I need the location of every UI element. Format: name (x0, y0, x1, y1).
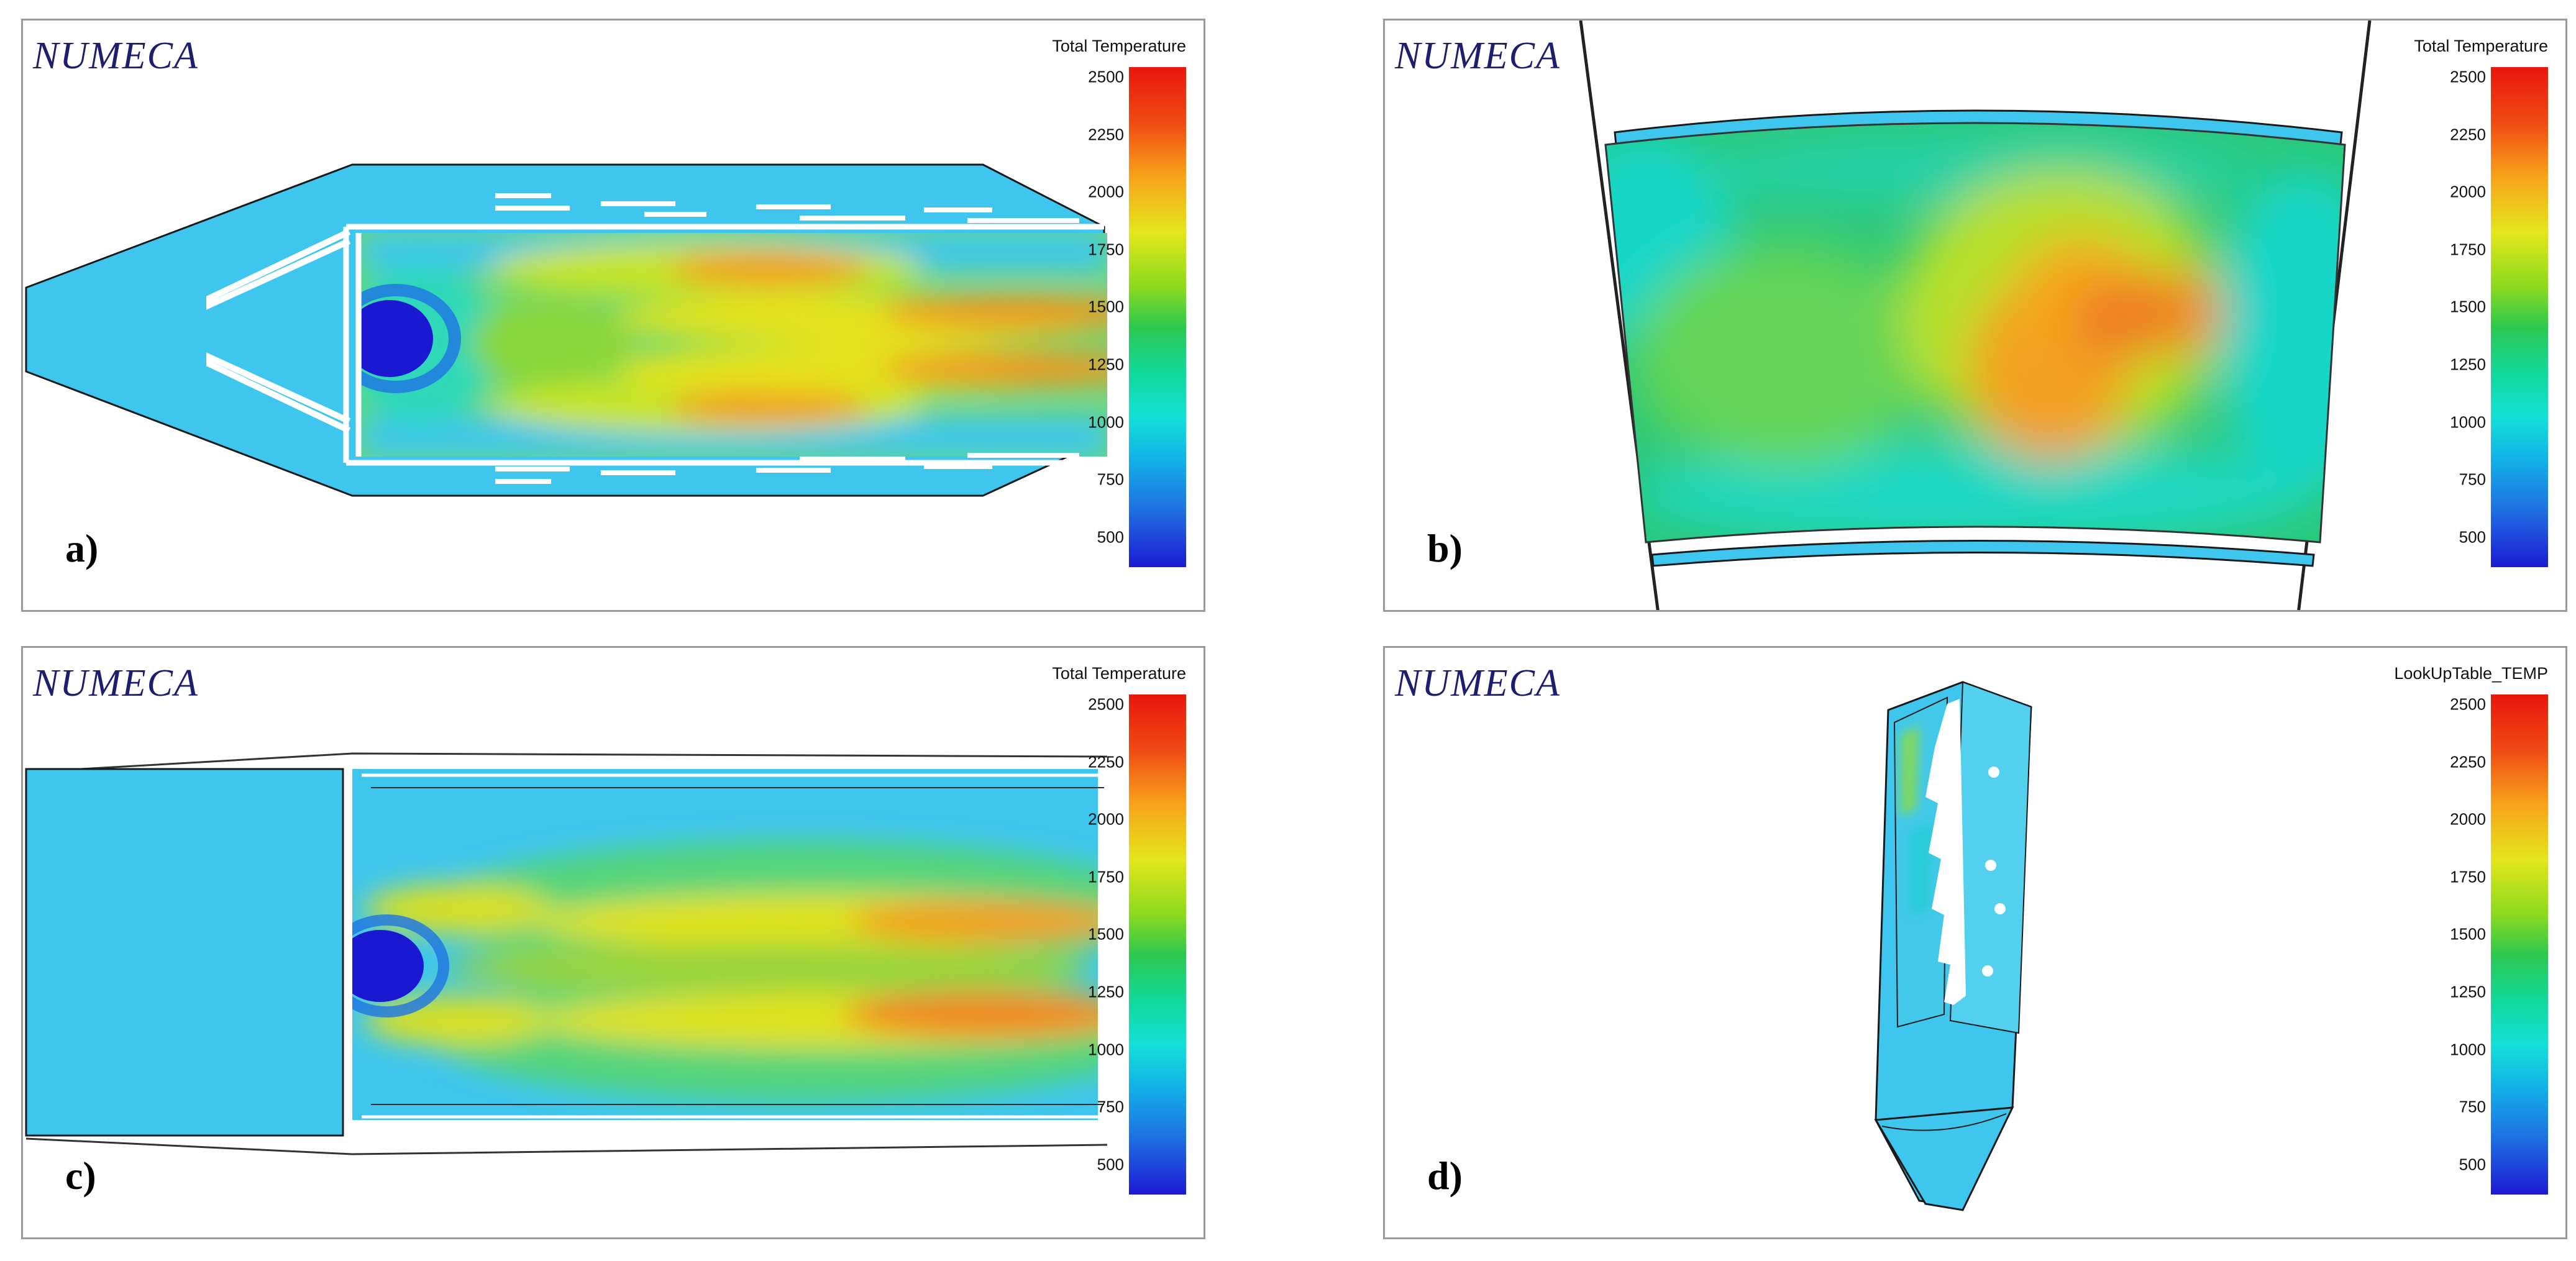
tick-label: 1500 (1088, 297, 1124, 316)
tick-label: 1250 (2450, 355, 2486, 374)
dilution-holes (1982, 767, 2006, 976)
tick-label: 1750 (1088, 867, 1124, 886)
panel-a: NUMECA Total Temperature 2500 2250 2000 … (21, 19, 1205, 612)
liner-walls (346, 763, 1104, 1129)
temperature-field-longitudinal-variant (25, 752, 1108, 1155)
tick-label: 2250 (1088, 125, 1124, 144)
numeca-brand: NUMECA (33, 662, 199, 704)
temperature-colorbar (2491, 67, 2548, 567)
tick-label: 1250 (2450, 982, 2486, 1001)
flame-core (352, 930, 424, 1002)
numeca-brand: NUMECA (1395, 662, 1561, 704)
tick-label: 2500 (2450, 694, 2486, 714)
tick-label: 2500 (1088, 694, 1124, 714)
liner-wall-temperature-3d (1874, 681, 2032, 1211)
colorbar-title: Total Temperature (1052, 664, 1186, 683)
tick-label: 500 (1097, 527, 1124, 547)
colorbar-title: LookUpTable_TEMP (2394, 664, 2548, 683)
tick-label: 1500 (2450, 924, 2486, 944)
tick-label: 750 (2459, 470, 2486, 489)
tick-label: 750 (1097, 470, 1124, 489)
colorbar-ticks: 2500 2250 2000 1750 1500 1250 1000 750 5… (2411, 67, 2486, 567)
slot-strip (1925, 699, 1966, 1005)
tick-label: 1500 (2450, 297, 2486, 316)
colorbar-title: Total Temperature (1052, 37, 1186, 55)
temperature-field-cross-section (1579, 20, 2372, 610)
tick-label: 1250 (1088, 982, 1124, 1001)
tick-label: 500 (1097, 1155, 1124, 1174)
tick-label: 2000 (1088, 809, 1124, 829)
temperature-colorbar (2491, 694, 2548, 1195)
panel-label: d) (1427, 1154, 1463, 1198)
liner-walls (343, 224, 1104, 466)
tick-label: 1750 (1088, 240, 1124, 259)
tick-label: 1750 (2450, 867, 2486, 886)
tick-label: 1000 (1088, 412, 1124, 432)
tick-label: 750 (1097, 1097, 1124, 1116)
tick-label: 1000 (2450, 412, 2486, 432)
exit-plane-field (1605, 123, 2345, 542)
cooling-slots (495, 193, 1079, 484)
flame-core (362, 300, 433, 377)
numeca-brand: NUMECA (1395, 35, 1561, 77)
temperature-field-longitudinal (25, 163, 1107, 497)
tick-label: 500 (2459, 527, 2486, 547)
tick-label: 2500 (2450, 67, 2486, 86)
colorbar-ticks: 2500 2250 2000 1750 1500 1250 1000 750 5… (1049, 67, 1124, 567)
tick-label: 2000 (1088, 182, 1124, 201)
panel-c: NUMECA Total Temperature 2500 2250 2000 … (21, 646, 1205, 1239)
panel-label: a) (65, 526, 99, 570)
panel-b: NUMECA Total Temperature 2500 2250 2000 … (1383, 19, 2567, 612)
tick-label: 500 (2459, 1155, 2486, 1174)
plenum (25, 768, 344, 1137)
tick-label: 2000 (2450, 809, 2486, 829)
tick-label: 2250 (1088, 752, 1124, 772)
tick-label: 2250 (2450, 125, 2486, 144)
tick-label: 1000 (1088, 1040, 1124, 1059)
colorbar-title: Total Temperature (2414, 37, 2548, 55)
inner-liner-band (1651, 540, 2315, 567)
numeca-brand: NUMECA (33, 35, 199, 77)
tick-label: 1500 (1088, 924, 1124, 944)
tick-label: 750 (2459, 1097, 2486, 1116)
colorbar-ticks: 2500 2250 2000 1750 1500 1250 1000 750 5… (1049, 694, 1124, 1195)
temperature-colorbar (1129, 67, 1186, 567)
tick-label: 1750 (2450, 240, 2486, 259)
panel-label: c) (65, 1154, 96, 1198)
tick-label: 2250 (2450, 752, 2486, 772)
tick-label: 1250 (1088, 355, 1124, 374)
temperature-colorbar (1129, 694, 1186, 1195)
swirler-cone-lower (206, 352, 351, 434)
panel-label: b) (1427, 526, 1463, 570)
tick-label: 1000 (2450, 1040, 2486, 1059)
tick-label: 2500 (1088, 67, 1124, 86)
panel-d: NUMECA LookUpTable_TEMP 2500 2250 2000 1… (1383, 646, 2567, 1239)
swirler-cone (206, 229, 351, 310)
tick-label: 2000 (2450, 182, 2486, 201)
colorbar-ticks: 2500 2250 2000 1750 1500 1250 1000 750 5… (2411, 694, 2486, 1195)
